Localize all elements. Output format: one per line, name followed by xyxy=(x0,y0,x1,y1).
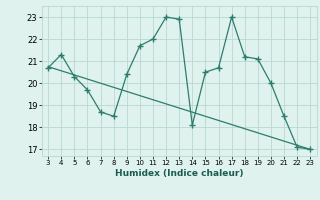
X-axis label: Humidex (Indice chaleur): Humidex (Indice chaleur) xyxy=(115,169,244,178)
